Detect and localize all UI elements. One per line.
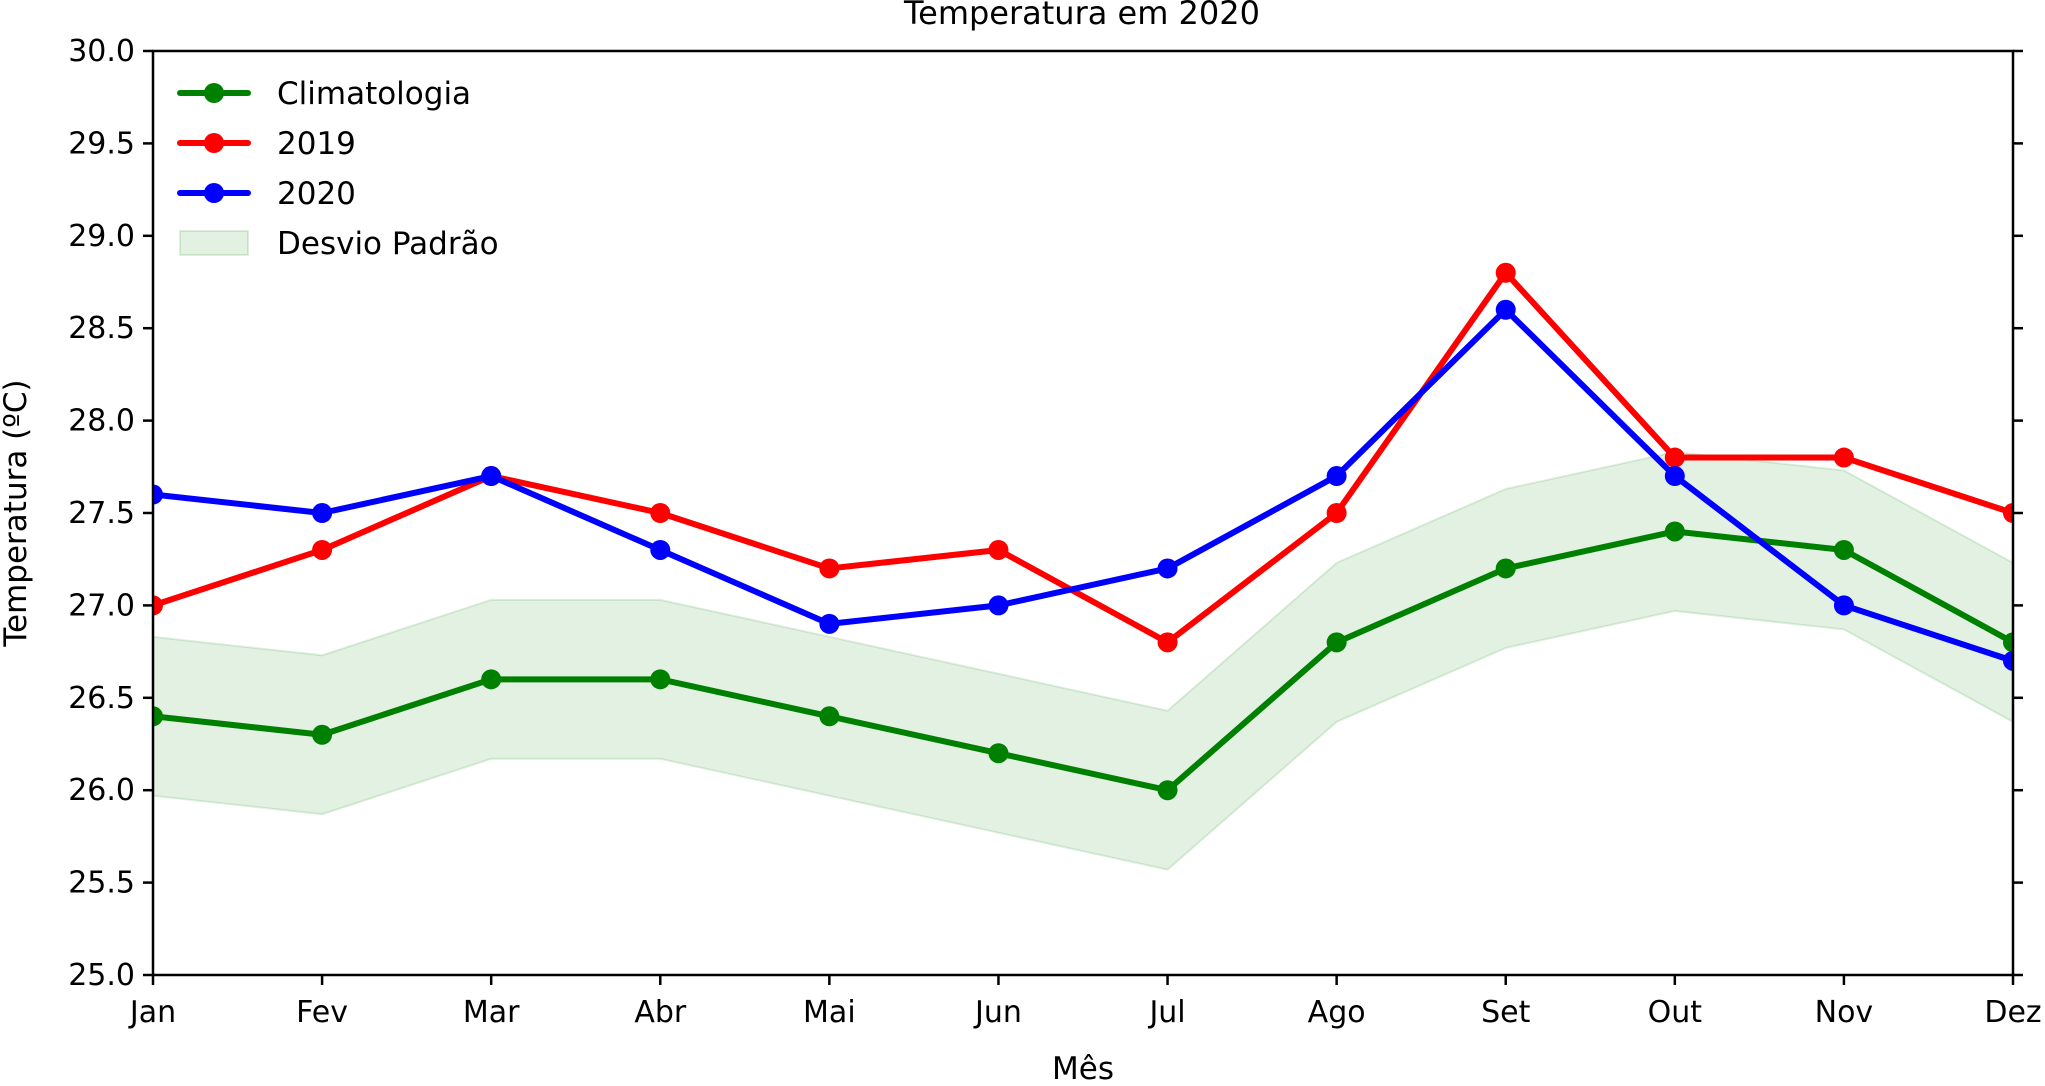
data-point bbox=[819, 706, 840, 727]
data-point bbox=[650, 503, 671, 523]
y-tick-label: 29.5 bbox=[68, 126, 135, 161]
y-tick-label: 26.0 bbox=[68, 773, 135, 808]
data-point bbox=[1833, 539, 1854, 560]
data-point bbox=[481, 466, 502, 487]
x-axis: Jan Fev Mar Abr Mai Jun Jul Ago Set Out Nov Dez bbox=[128, 975, 2042, 1030]
legend: Climatologia 2019 2020 Desvio Padrão bbox=[177, 76, 499, 262]
data-point bbox=[2003, 650, 2013, 671]
data-point bbox=[650, 669, 671, 690]
x-tick-label: Mai bbox=[803, 995, 856, 1030]
data-point bbox=[312, 503, 333, 523]
x-tick-label: Fev bbox=[296, 995, 348, 1030]
data-point bbox=[1495, 262, 1516, 283]
data-point bbox=[988, 539, 1009, 560]
legend-label: Desvio Padrão bbox=[277, 226, 499, 262]
series-climatologia bbox=[153, 521, 2013, 801]
data-point bbox=[650, 539, 671, 560]
std-dev-band bbox=[153, 451, 2013, 871]
x-tick-label: Dez bbox=[1984, 995, 2041, 1030]
data-point bbox=[153, 706, 163, 727]
data-point bbox=[988, 595, 1009, 616]
y-tick-label: 27.5 bbox=[68, 496, 135, 531]
legend-label: 2019 bbox=[277, 126, 356, 162]
legend-label: 2020 bbox=[277, 176, 356, 212]
y-tick-label: 26.5 bbox=[68, 681, 135, 716]
data-point bbox=[1664, 521, 1685, 542]
legend-label: Climatologia bbox=[277, 76, 471, 112]
data-point bbox=[1664, 466, 1685, 487]
data-point bbox=[1833, 595, 1854, 616]
y-tick-label: 28.0 bbox=[68, 404, 135, 439]
x-tick-label: Mar bbox=[463, 995, 520, 1030]
x-tick-label: Jan bbox=[128, 995, 176, 1030]
legend-swatch-marker bbox=[204, 183, 224, 203]
y-tick-label: 27.0 bbox=[68, 588, 135, 623]
y-tick-label: 25.5 bbox=[68, 866, 135, 901]
data-point bbox=[1495, 299, 1516, 320]
data-point bbox=[1326, 503, 1347, 523]
data-point bbox=[988, 743, 1009, 764]
data-point bbox=[1157, 632, 1178, 653]
x-tick-label: Abr bbox=[634, 995, 687, 1030]
y-tick-label: 29.0 bbox=[68, 219, 135, 254]
x-tick-label: Out bbox=[1648, 995, 1703, 1030]
series-line bbox=[153, 306, 2013, 664]
y-tick-label: 30.0 bbox=[68, 34, 135, 69]
data-point bbox=[481, 669, 502, 690]
x-tick-label: Jun bbox=[973, 995, 1022, 1030]
data-point bbox=[1157, 558, 1178, 579]
x-axis-label: Mês bbox=[1052, 1051, 1114, 1086]
data-point bbox=[153, 595, 163, 616]
y-tick-label: 25.0 bbox=[68, 958, 135, 993]
series-2019 bbox=[153, 262, 2013, 653]
data-point bbox=[153, 484, 163, 505]
data-point bbox=[1833, 447, 1854, 468]
x-tick-label: Ago bbox=[1308, 995, 1366, 1030]
data-point bbox=[2003, 503, 2013, 523]
y-axis-label: Temperatura (ºC) bbox=[0, 379, 34, 647]
y-axis: 25.0 25.5 26.0 26.5 27.0 27.5 28.0 28.5 29.0 29.5… bbox=[68, 34, 2023, 993]
series-line bbox=[153, 528, 2013, 794]
data-point bbox=[819, 558, 840, 579]
chart-title: Temperatura em 2020 bbox=[903, 0, 1260, 32]
legend-swatch-band bbox=[179, 230, 249, 256]
data-point bbox=[1495, 558, 1516, 579]
legend-swatch-marker bbox=[204, 83, 224, 103]
data-point bbox=[1157, 780, 1178, 801]
y-tick-label: 28.5 bbox=[68, 311, 135, 346]
data-point bbox=[312, 724, 333, 745]
data-point bbox=[312, 539, 333, 560]
x-tick-label: Nov bbox=[1815, 995, 1874, 1030]
series-2020 bbox=[153, 299, 2013, 671]
x-tick-label: Set bbox=[1481, 995, 1531, 1030]
x-tick-label: Jul bbox=[1147, 995, 1185, 1030]
data-point bbox=[1664, 447, 1685, 468]
data-point bbox=[1326, 632, 1347, 653]
data-point bbox=[819, 613, 840, 634]
legend-swatch-marker bbox=[204, 133, 224, 153]
data-point bbox=[2003, 632, 2013, 653]
series-line bbox=[153, 269, 2013, 646]
data-point bbox=[1326, 466, 1347, 487]
plot-area bbox=[153, 262, 2013, 871]
